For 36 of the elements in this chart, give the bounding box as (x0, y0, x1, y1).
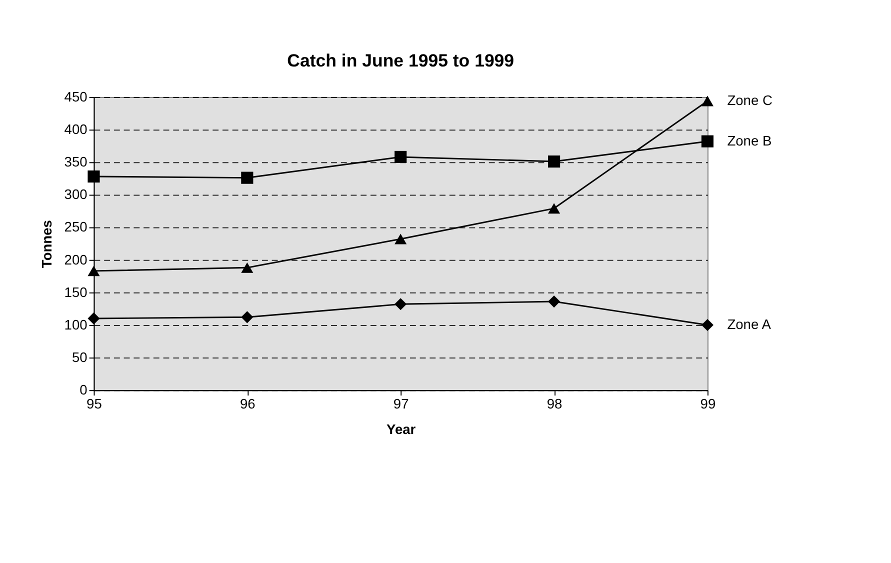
x-tick-label: 97 (393, 395, 409, 412)
y-tick-label: 350 (64, 154, 88, 170)
x-tick-label: 98 (546, 395, 563, 412)
chart-title: Catch in June 1995 to 1999 (287, 50, 514, 70)
point (548, 203, 560, 214)
x-tick-label: 96 (240, 395, 256, 412)
point (548, 295, 560, 308)
point (241, 262, 254, 273)
point (548, 155, 560, 168)
x-axis-title: Year (386, 421, 416, 438)
y-tick-label: 450 (64, 88, 88, 104)
point (88, 312, 100, 325)
series-label: Zone B (727, 132, 772, 148)
y-tick-label: 0 (80, 382, 88, 398)
point (701, 135, 714, 148)
y-tick-label: 50 (72, 348, 88, 365)
point (701, 96, 714, 106)
y-tick-label: 300 (64, 186, 88, 202)
point (394, 234, 407, 244)
series-label: Zone C (727, 92, 772, 108)
y-axis-title: Tonnes (38, 220, 54, 268)
y-tick-label: 150 (64, 284, 88, 300)
point (394, 298, 407, 310)
y-tick-label: 100 (64, 316, 88, 332)
point (394, 150, 407, 164)
point (241, 172, 254, 184)
point (88, 170, 100, 183)
x-tick-label: 95 (86, 395, 102, 412)
x-tick-label: 99 (700, 395, 716, 412)
y-tick-label: 200 (64, 251, 88, 268)
series-label: Zone A (727, 316, 772, 332)
y-tick-label: 400 (64, 121, 88, 138)
point (88, 266, 100, 276)
y-tick-label: 250 (64, 218, 88, 235)
point (701, 318, 714, 332)
point (241, 311, 254, 324)
